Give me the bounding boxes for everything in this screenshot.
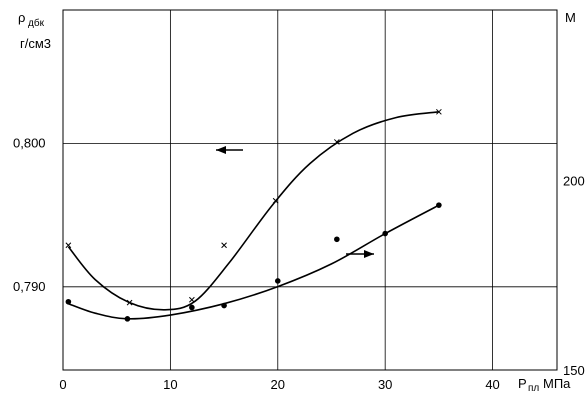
y-left-tick-label: 0,800 [13, 135, 46, 150]
series-left-point [65, 242, 72, 249]
series-left-point [333, 139, 340, 145]
series-right-point [334, 236, 340, 243]
x-tick-label: 0 [59, 377, 66, 392]
y-left-axis-ticks: 0,800 0,790 [13, 135, 46, 293]
series-left-line [67, 111, 440, 311]
y-left-label-sub: дбк [28, 17, 45, 29]
plot-frame [62, 9, 558, 371]
x-tick-label: 20 [271, 377, 285, 392]
x-tick-label: 30 [378, 377, 392, 392]
grid [63, 10, 557, 370]
x-axis-ticks: 0 10 20 30 40 [59, 377, 499, 392]
x-label-unit: МПа [543, 376, 571, 391]
y-right-tick-label: 150 [563, 363, 585, 378]
series-right-point [189, 304, 195, 311]
x-tick-label: 40 [485, 377, 499, 392]
series-right-point [382, 230, 388, 237]
series-left-point [272, 197, 279, 204]
series-right-point [436, 202, 442, 208]
left-axis-arrow [216, 146, 243, 154]
series-left-point [436, 108, 442, 115]
series-right-point [124, 316, 131, 322]
x-label-main: P [518, 376, 527, 391]
series-curves [67, 111, 440, 320]
y-left-label-main: ρ [18, 10, 25, 25]
y-left-unit: г/см3 [20, 36, 51, 51]
direction-arrows [216, 146, 374, 258]
y-left-tick-label: 0,790 [13, 279, 46, 294]
x-label-sub: пл [528, 383, 539, 394]
series-markers [65, 108, 442, 322]
series-left-point [221, 242, 227, 249]
series-right-point [221, 302, 227, 309]
series-left-point [126, 299, 133, 306]
right-axis-arrow [346, 250, 374, 258]
series-right-line [68, 204, 440, 320]
y-right-axis-ticks: 200 150 [563, 174, 585, 378]
series-right-point [274, 278, 281, 284]
x-tick-label: 10 [163, 377, 177, 392]
y-right-label: M [565, 10, 576, 25]
series-left-point [189, 296, 195, 303]
y-right-tick-label: 200 [563, 174, 585, 189]
series-right-point [65, 298, 72, 305]
